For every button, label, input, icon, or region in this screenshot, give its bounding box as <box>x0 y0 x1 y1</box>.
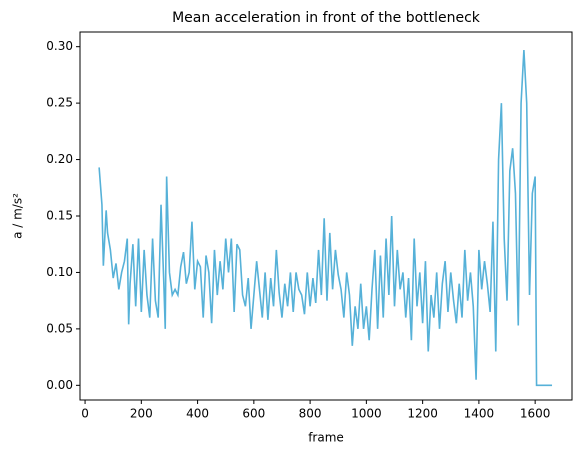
x-tick-label: 200 <box>130 407 153 421</box>
y-tick-label: 0.25 <box>46 96 73 110</box>
x-tick-label: 1600 <box>520 407 551 421</box>
x-tick-label: 400 <box>186 407 209 421</box>
y-tick-label: 0.05 <box>46 321 73 335</box>
y-axis-label: a / m/s² <box>11 193 25 239</box>
chart-title: Mean acceleration in front of the bottle… <box>172 10 481 26</box>
y-tick-label: 0.20 <box>46 152 73 166</box>
x-tick-label: 1400 <box>464 407 495 421</box>
x-tick-label: 1200 <box>407 407 438 421</box>
y-tick-label: 0.15 <box>46 209 73 223</box>
x-axis-label: frame <box>308 431 344 445</box>
y-tick-label: 0.30 <box>46 39 73 53</box>
y-tick-label: 0.00 <box>46 378 73 392</box>
x-tick-label: 1000 <box>351 407 382 421</box>
y-tick-label: 0.10 <box>46 265 73 279</box>
data-line <box>98 50 553 387</box>
x-tick-label: 800 <box>299 407 322 421</box>
x-tick-label: 0 <box>81 407 89 421</box>
x-tick-label: 600 <box>242 407 265 421</box>
plot-frame <box>79 31 573 401</box>
